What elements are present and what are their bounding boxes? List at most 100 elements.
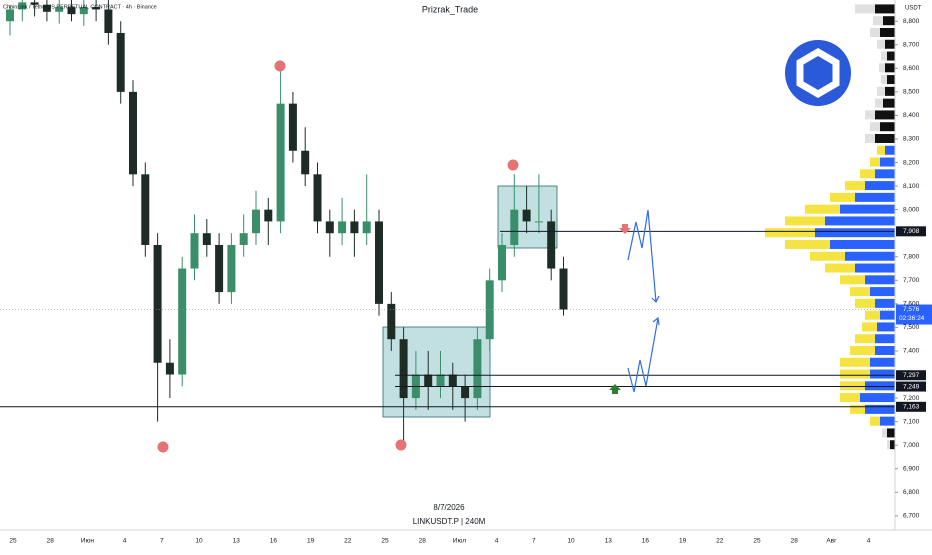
profile-up (870, 287, 895, 297)
candle-body (387, 303, 396, 340)
candle-body (436, 374, 445, 387)
profile-down (870, 27, 880, 37)
x-tick-label: 16 (642, 538, 650, 545)
y-tick-label: 8,200 (903, 159, 920, 166)
profile-up (875, 298, 895, 308)
y-tick-label: 7,800 (903, 253, 920, 260)
level-label: 7,163 (903, 404, 920, 411)
profile-down (855, 4, 875, 14)
profile-down (785, 216, 825, 226)
profile-down (840, 393, 860, 403)
x-tick-label: 28 (791, 538, 799, 545)
profile-up (870, 369, 895, 379)
candle-body (215, 244, 224, 293)
profile-up (870, 357, 895, 367)
up-arrow (609, 384, 621, 394)
y-tick-label: 7,000 (903, 442, 920, 449)
volume-profile (765, 4, 895, 450)
candle-body (227, 244, 236, 293)
candle-body (288, 103, 297, 151)
profile-up (825, 216, 895, 226)
profile-up (875, 345, 895, 355)
profile-down (830, 192, 855, 202)
profile-down (850, 345, 875, 355)
projection-path (627, 209, 657, 303)
profile-down (865, 110, 875, 120)
candle-body (190, 233, 199, 269)
x-tick-label: 28 (419, 538, 427, 545)
y-tick-label: 7,600 (903, 301, 920, 308)
x-tick-label: 28 (47, 538, 55, 545)
profile-down (875, 98, 883, 108)
candle-body (313, 174, 322, 222)
profile-up (855, 263, 895, 273)
candle-body (116, 32, 125, 92)
x-tick-label: 25 (753, 538, 761, 545)
candle-body (448, 374, 457, 387)
profile-up (883, 98, 895, 108)
profile-up (885, 39, 895, 49)
profile-down (870, 157, 880, 167)
y-tick-label: 7,100 (903, 418, 920, 425)
y-tick-label: 8,700 (903, 41, 920, 48)
candle-body (252, 209, 260, 234)
y-tick-label: 8,100 (903, 183, 920, 190)
countdown: 02:36:24 (899, 315, 925, 322)
profile-down (877, 145, 885, 155)
candle-body (202, 233, 211, 245)
candle-body (55, 7, 64, 12)
y-tick-label: 8,300 (903, 136, 920, 143)
profile-up (875, 110, 895, 120)
profile-up (865, 381, 895, 391)
profile-up (875, 4, 895, 14)
profile-down (850, 404, 865, 414)
x-tick-label: 10 (567, 538, 575, 545)
profile-up (885, 86, 895, 96)
profile-down (785, 239, 830, 249)
candle-body (461, 386, 470, 399)
profile-down (870, 416, 880, 426)
y-tick-label: 8,400 (903, 112, 920, 119)
x-tick-label: 7 (532, 538, 536, 545)
profile-down (873, 16, 883, 26)
y-tick-label: 6,800 (903, 489, 920, 496)
pivot-dot (395, 439, 407, 451)
last-price-label: 7,576 (903, 306, 920, 313)
candle-body (141, 174, 150, 245)
symbol-caption: LINKUSDT.P | 240M (413, 517, 486, 526)
candle-body (301, 150, 310, 175)
profile-up (880, 122, 895, 132)
candle-body (338, 221, 347, 234)
profile-down (840, 357, 870, 367)
profile-up (840, 204, 895, 214)
x-tick-label: 16 (270, 538, 278, 545)
profile-down (855, 298, 875, 308)
profile-up (885, 145, 895, 155)
candle-body (178, 268, 187, 375)
y-tick-label: 6,900 (903, 465, 920, 472)
profile-up (860, 393, 895, 403)
profile-down (865, 310, 880, 320)
profile-up (880, 27, 895, 37)
candle-body (92, 7, 101, 10)
profile-down (840, 381, 865, 391)
levels: 7,908 7,297 7,249 7,163 7,576 02:36:24 (0, 226, 932, 412)
y-tick-label: 8,600 (903, 65, 920, 72)
x-tick-label: 4 (867, 538, 871, 545)
profile-up (865, 404, 895, 414)
profile-down (881, 75, 887, 85)
y-tick-label: 7,200 (903, 395, 920, 402)
candle-body (424, 374, 433, 387)
level-tag (896, 370, 926, 381)
profile-down (840, 369, 870, 379)
profile-up (880, 310, 895, 320)
level-tag (896, 381, 926, 392)
level-label: 7,908 (903, 228, 920, 235)
profile-down (860, 169, 875, 179)
profile-up (880, 416, 895, 426)
y-tick-label: 7,700 (903, 277, 920, 284)
profile-up (865, 181, 895, 191)
x-tick-label: Июн (81, 538, 95, 545)
profile-down (862, 322, 877, 332)
candle-body (375, 221, 383, 304)
